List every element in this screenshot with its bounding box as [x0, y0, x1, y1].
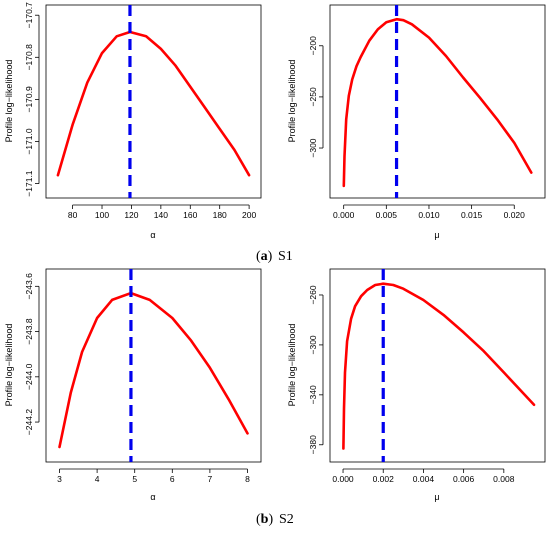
- caption-label: b: [261, 512, 269, 527]
- x-tick-label: 100: [95, 210, 109, 220]
- caption-a: (a) S1: [256, 249, 293, 264]
- x-tick-label: 0.000: [332, 474, 354, 484]
- x-tick-label: 0.002: [373, 474, 395, 484]
- y-tick-label: −300: [308, 138, 318, 157]
- y-tick-label: −380: [308, 435, 318, 454]
- y-tick-label: −340: [308, 385, 318, 404]
- caption-b: (b) S2: [256, 512, 294, 527]
- y-tick-label: −243.8: [24, 318, 34, 345]
- plot-frame: [329, 4, 546, 199]
- x-axis-label: α: [150, 230, 155, 240]
- x-axis-label: μ: [434, 230, 439, 240]
- profile-likelihood-curve: [342, 282, 536, 450]
- x-tick-label: 0.005: [376, 210, 398, 220]
- x-tick-label: 0.015: [461, 210, 483, 220]
- x-axis-label: μ: [434, 492, 439, 502]
- svg-text:(b): (b): [256, 512, 273, 527]
- x-tick-label: 0.008: [493, 474, 515, 484]
- plot-frame: [45, 268, 262, 463]
- x-tick-label: 0.004: [413, 474, 435, 484]
- profile-likelihood-curve: [58, 291, 249, 449]
- x-tick-label: 7: [208, 474, 213, 484]
- x-tick-label: 0.006: [453, 474, 475, 484]
- plot-s2-alpha: Profile log−likelihood α 3 4 5 6 7 8 −244.2 −24…: [4, 268, 262, 502]
- caption-text: S2: [279, 512, 294, 527]
- svg-text:(a): (a): [256, 249, 273, 264]
- y-tick-label: −170.9: [24, 86, 34, 113]
- x-tick-label: 120: [124, 210, 138, 220]
- x-tick-label: 180: [213, 210, 227, 220]
- y-tick-label: −171.0: [24, 128, 34, 155]
- x-tick-label: 5: [132, 474, 137, 484]
- x-axis-label: α: [150, 492, 155, 502]
- y-tick-label: −243.6: [24, 273, 34, 300]
- plot-frame: [45, 4, 262, 199]
- plot-s1-alpha: Profile log−likelihood α 80 100 120 140 160 1…: [4, 2, 262, 240]
- x-tick-label: 80: [68, 210, 78, 220]
- y-axis-label: Profile log−likelihood: [287, 324, 297, 407]
- y-axis-label: Profile log−likelihood: [287, 60, 297, 143]
- y-tick-label: −244.0: [24, 363, 34, 390]
- y-tick-label: −171.1: [24, 170, 34, 197]
- y-tick-label: −200: [308, 36, 318, 55]
- plot-s2-mu: Profile log−likelihood μ 0.000 0.002 0.004…: [287, 268, 546, 502]
- y-tick-label: −250: [308, 87, 318, 106]
- x-tick-label: 160: [183, 210, 197, 220]
- y-axis-label: Profile log−likelihood: [4, 324, 14, 407]
- x-tick-label: 0.000: [333, 210, 355, 220]
- plot-s1-mu: Profile log−likelihood μ 0.000 0.005 0.010…: [287, 4, 546, 240]
- y-tick-label: −170.7: [24, 2, 34, 29]
- profile-likelihood-curve: [56, 30, 251, 177]
- y-tick-label: −244.2: [24, 409, 34, 436]
- x-tick-label: 3: [57, 474, 62, 484]
- x-tick-label: 0.020: [504, 210, 526, 220]
- y-tick-label: −170.8: [24, 44, 34, 71]
- plot-frame: [329, 268, 546, 463]
- caption-label: a: [261, 249, 268, 264]
- y-tick-label: −300: [308, 335, 318, 354]
- x-tick-label: 6: [170, 474, 175, 484]
- caption-text: S1: [278, 249, 293, 264]
- x-tick-label: 0.010: [418, 210, 440, 220]
- x-tick-label: 140: [154, 210, 168, 220]
- y-tick-label: −260: [308, 285, 318, 304]
- x-tick-label: 8: [245, 474, 250, 484]
- y-axis-label: Profile log−likelihood: [4, 60, 14, 143]
- profile-likelihood-curve: [342, 17, 533, 188]
- x-tick-label: 4: [95, 474, 100, 484]
- x-tick-label: 200: [242, 210, 256, 220]
